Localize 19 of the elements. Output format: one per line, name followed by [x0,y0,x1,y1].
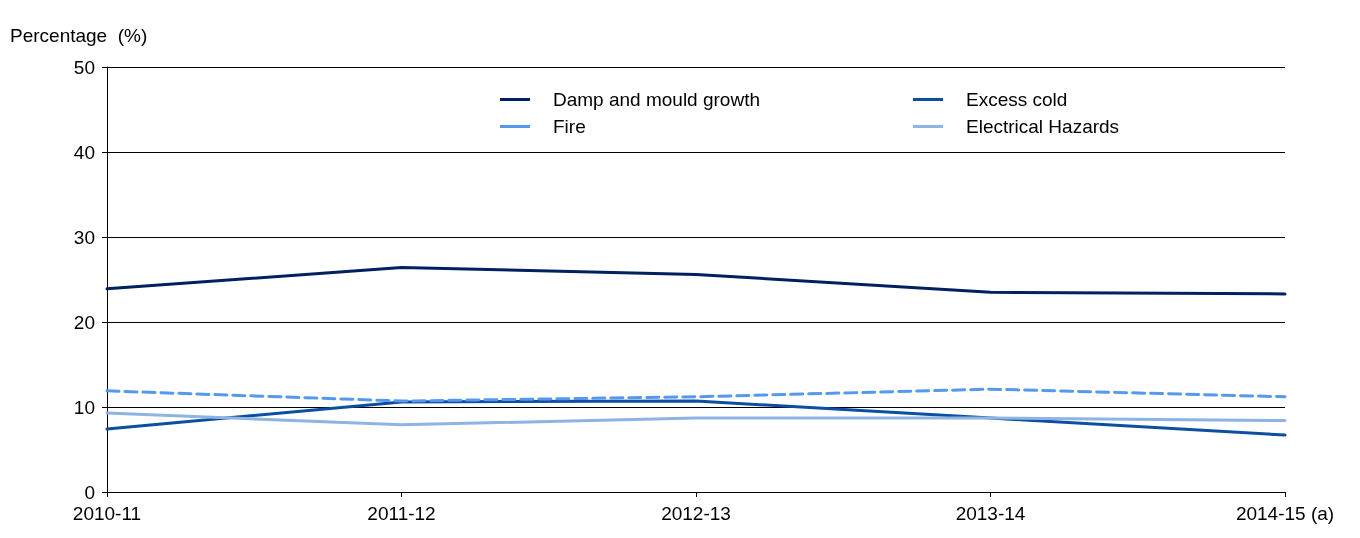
y-tick-label: 30 [73,226,95,248]
x-tick-label: 2011-12 [367,503,436,524]
legend-label: Damp and mould growth [553,89,760,110]
y-tick-label: 40 [73,141,95,163]
y-tick-label: 50 [73,56,95,78]
y-axis-title: Percentage (%) [10,25,148,46]
x-tick-label: 2010-11 [72,503,142,524]
y-tick-label: 0 [84,481,95,503]
y-tick-label: 10 [73,396,95,418]
x-tick-label: 2014-15 (a) [1235,503,1335,524]
legend-label: Electrical Hazards [966,116,1120,137]
line-series [105,266,1287,296]
line-series [105,411,1287,427]
x-tick-label: 2013-14 [955,503,1026,524]
y-tick-label: 20 [73,311,95,333]
line-series [105,387,1287,403]
x-tick-label: 2012-13 [661,503,731,524]
legend-label: Excess cold [966,89,1068,110]
legend-label: Fire [553,116,586,137]
